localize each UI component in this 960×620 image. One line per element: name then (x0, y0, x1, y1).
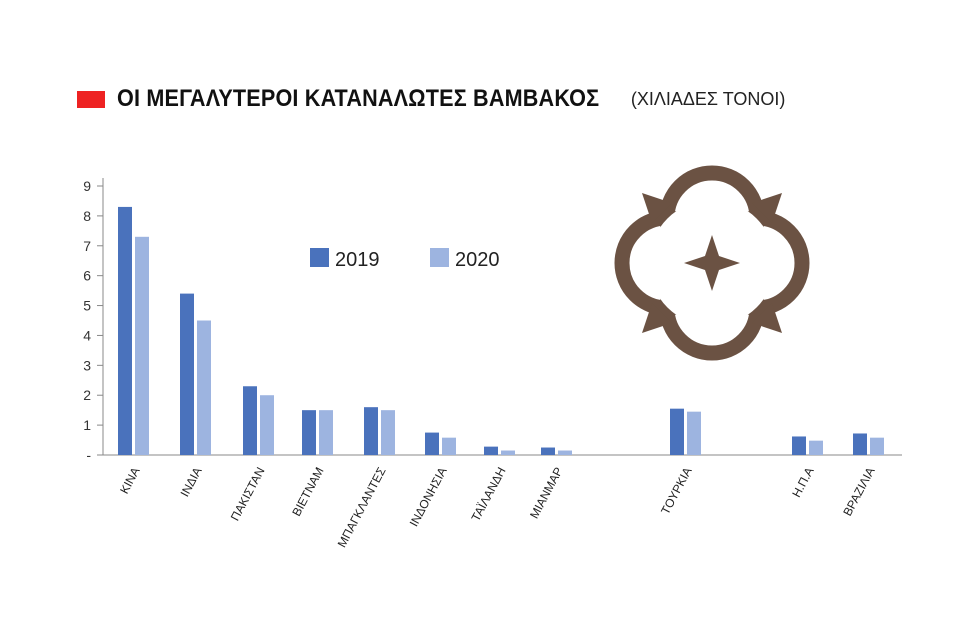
category-label: ΜΠΑΓΚΛΑΝΤΕΣ (335, 465, 389, 550)
y-tick-label: 1 (83, 417, 91, 433)
chart-bars (118, 206, 884, 455)
bar-2020 (809, 440, 823, 455)
y-tick-label: 6 (83, 268, 91, 284)
bar-2019 (541, 447, 555, 455)
category-label: ΙΝΔΙΑ (178, 465, 205, 499)
bar-2020 (381, 410, 395, 455)
bar-2020 (197, 320, 211, 455)
bar-2019 (425, 432, 439, 455)
legend-label-2020: 2020 (455, 249, 500, 271)
legend-label-2019: 2019 (335, 249, 380, 271)
bar-2020 (687, 411, 701, 455)
category-label: ΚΙΝΑ (117, 465, 143, 496)
bar-2019 (853, 433, 867, 455)
bar-2019 (180, 293, 194, 455)
bar-2019 (792, 436, 806, 455)
legend-swatch-2019 (310, 248, 329, 267)
title-main: ΟΙ ΜΕΓΑΛΥΤΕΡΟΙ ΚΑΤΑΝΑΛΩΤΕΣ ΒΑΜΒΑΚΟΣ (117, 85, 600, 112)
bar-2019 (670, 408, 684, 455)
category-label: ΙΝΔΟΝΗΣΙΑ (407, 465, 450, 529)
category-label: Η.Π.Α (789, 465, 816, 500)
title-unit: (ΧΙΛΙΑΔΕΣ ΤΟΝΟΙ) (630, 88, 786, 109)
bar-2019 (302, 410, 316, 455)
category-label: ΒΙΕΤΝΑΜ (289, 465, 326, 519)
y-tick-label: 7 (83, 238, 91, 254)
category-label: ΠΑΚΙΣΤΑΝ (228, 465, 268, 523)
category-label: ΤΟΥΡΚΙΑ (658, 465, 695, 517)
bar-2019 (118, 206, 132, 455)
category-label: ΒΡΑΖΙΛΙΑ (840, 465, 877, 518)
bar-2020 (442, 437, 456, 455)
bar-2019 (243, 386, 257, 455)
bar-2020 (501, 450, 515, 455)
bar-2020 (558, 450, 572, 455)
category-labels: ΚΙΝΑ ΙΝΔΙΑ ΠΑΚΙΣΤΑΝ ΒΙΕΤΝΑΜ ΜΠΑΓΚΛΑΝΤΕΣ ΙΝΔΟΝ… (117, 465, 878, 550)
category-label: ΤΑΪΛΑΝΔΗ (469, 465, 509, 524)
bar-2019 (364, 407, 378, 455)
chart-legend: 2019 2020 (310, 248, 500, 271)
bar-2020 (260, 395, 274, 455)
title-marker (77, 90, 105, 108)
y-tick-label: 3 (83, 357, 91, 373)
y-tick-label: 4 (83, 327, 91, 343)
y-tick-label: 5 (83, 298, 91, 314)
y-tick-label: - (86, 447, 91, 463)
y-tick-label: 8 (83, 208, 91, 224)
bar-2020 (135, 236, 149, 455)
bar-2020 (319, 410, 333, 455)
y-tick-label: 9 (83, 178, 91, 194)
legend-swatch-2020 (430, 248, 449, 267)
category-label: ΜΙΑΝΜΑΡ (527, 465, 566, 521)
bar-2019 (484, 446, 498, 455)
chart-title: ΟΙ ΜΕΓΑΛΥΤΕΡΟΙ ΚΑΤΑΝΑΛΩΤΕΣ ΒΑΜΒΑΚΟΣ (ΧΙΛ… (77, 84, 785, 114)
cotton-flower-icon (614, 165, 810, 361)
bar-2020 (870, 437, 884, 455)
y-tick-label: 2 (83, 387, 91, 403)
